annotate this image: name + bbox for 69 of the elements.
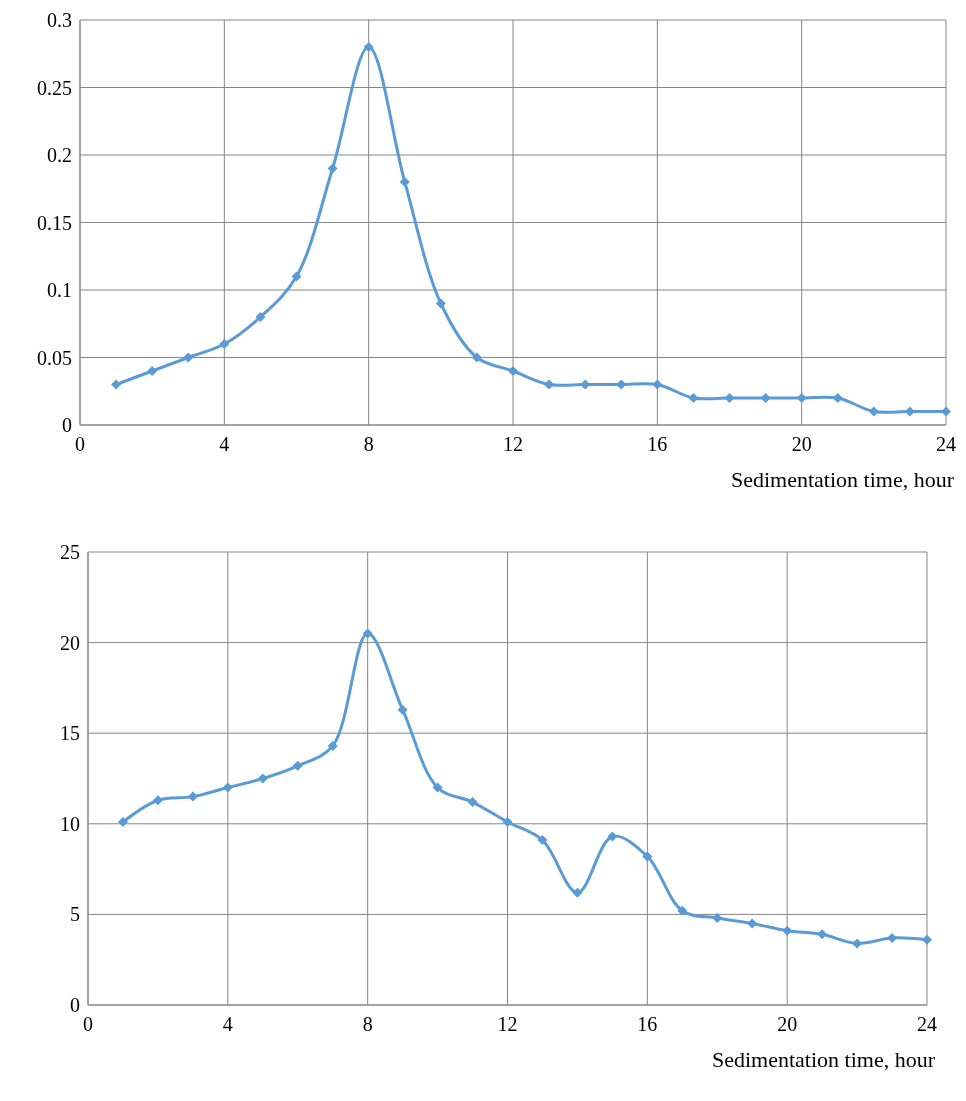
point — [572, 887, 583, 898]
y-tick-label: 0 — [62, 414, 72, 436]
point — [255, 312, 266, 322]
point — [782, 925, 793, 936]
y-tick-label: 0 — [70, 994, 80, 1016]
point — [397, 704, 408, 715]
x-axis-title: Sedimentation time, hour — [711, 1047, 936, 1072]
point — [760, 393, 771, 403]
point — [502, 816, 513, 827]
point — [152, 795, 163, 806]
point — [222, 782, 233, 793]
point — [747, 918, 758, 929]
point — [471, 352, 482, 363]
x-tick-label: 12 — [503, 433, 523, 455]
x-tick-label: 16 — [637, 1013, 658, 1035]
point — [712, 913, 723, 924]
point — [922, 934, 932, 945]
point — [362, 628, 373, 639]
point — [432, 782, 443, 793]
point — [852, 938, 863, 949]
point — [183, 352, 194, 363]
y-tick-label: 25 — [60, 541, 80, 563]
x-tick-label: 4 — [222, 1013, 233, 1035]
point — [724, 393, 735, 403]
y-tick-label: 10 — [60, 812, 80, 835]
y-tick-label: 15 — [60, 722, 80, 745]
y-tick-label: 0.2 — [47, 144, 72, 166]
point — [817, 929, 828, 940]
y-tick-label: 20 — [60, 631, 80, 654]
point — [688, 393, 699, 403]
point — [537, 835, 548, 846]
point — [941, 406, 951, 417]
y-tick-label: 0.1 — [47, 279, 72, 301]
y-tick-label: 5 — [70, 903, 80, 926]
x-tick-label: 4 — [219, 433, 230, 455]
point — [467, 797, 478, 808]
y-tick-label: 0.25 — [37, 76, 72, 99]
point — [435, 298, 446, 309]
point — [327, 163, 338, 174]
point — [544, 379, 555, 390]
point — [257, 773, 268, 784]
point — [219, 339, 230, 349]
point — [147, 366, 158, 376]
point — [111, 379, 122, 390]
point — [117, 816, 128, 827]
point — [652, 379, 663, 390]
x-tick-label: 24 — [917, 1013, 937, 1035]
point — [292, 760, 303, 771]
point — [642, 851, 653, 862]
point — [291, 271, 302, 282]
x-tick-label: 20 — [791, 433, 812, 455]
x-axis-title: Sedimentation time, hour — [730, 467, 955, 492]
y-tick-label: 0.05 — [37, 346, 72, 369]
y-tick-label: 0.3 — [47, 9, 72, 31]
x-tick-label: 8 — [363, 433, 374, 455]
point — [363, 42, 374, 52]
point — [399, 177, 410, 187]
point — [327, 740, 338, 751]
point — [868, 406, 879, 417]
x-tick-label: 20 — [777, 1013, 798, 1035]
point — [187, 791, 198, 802]
y-tick-label: 0.15 — [37, 211, 72, 234]
x-tick-label: 12 — [497, 1013, 518, 1035]
x-tick-label: 16 — [647, 433, 668, 455]
x-tick-label: 8 — [362, 1013, 373, 1035]
point — [508, 366, 518, 376]
x-tick-label: 24 — [936, 433, 956, 455]
point — [677, 905, 688, 916]
point — [607, 831, 618, 842]
